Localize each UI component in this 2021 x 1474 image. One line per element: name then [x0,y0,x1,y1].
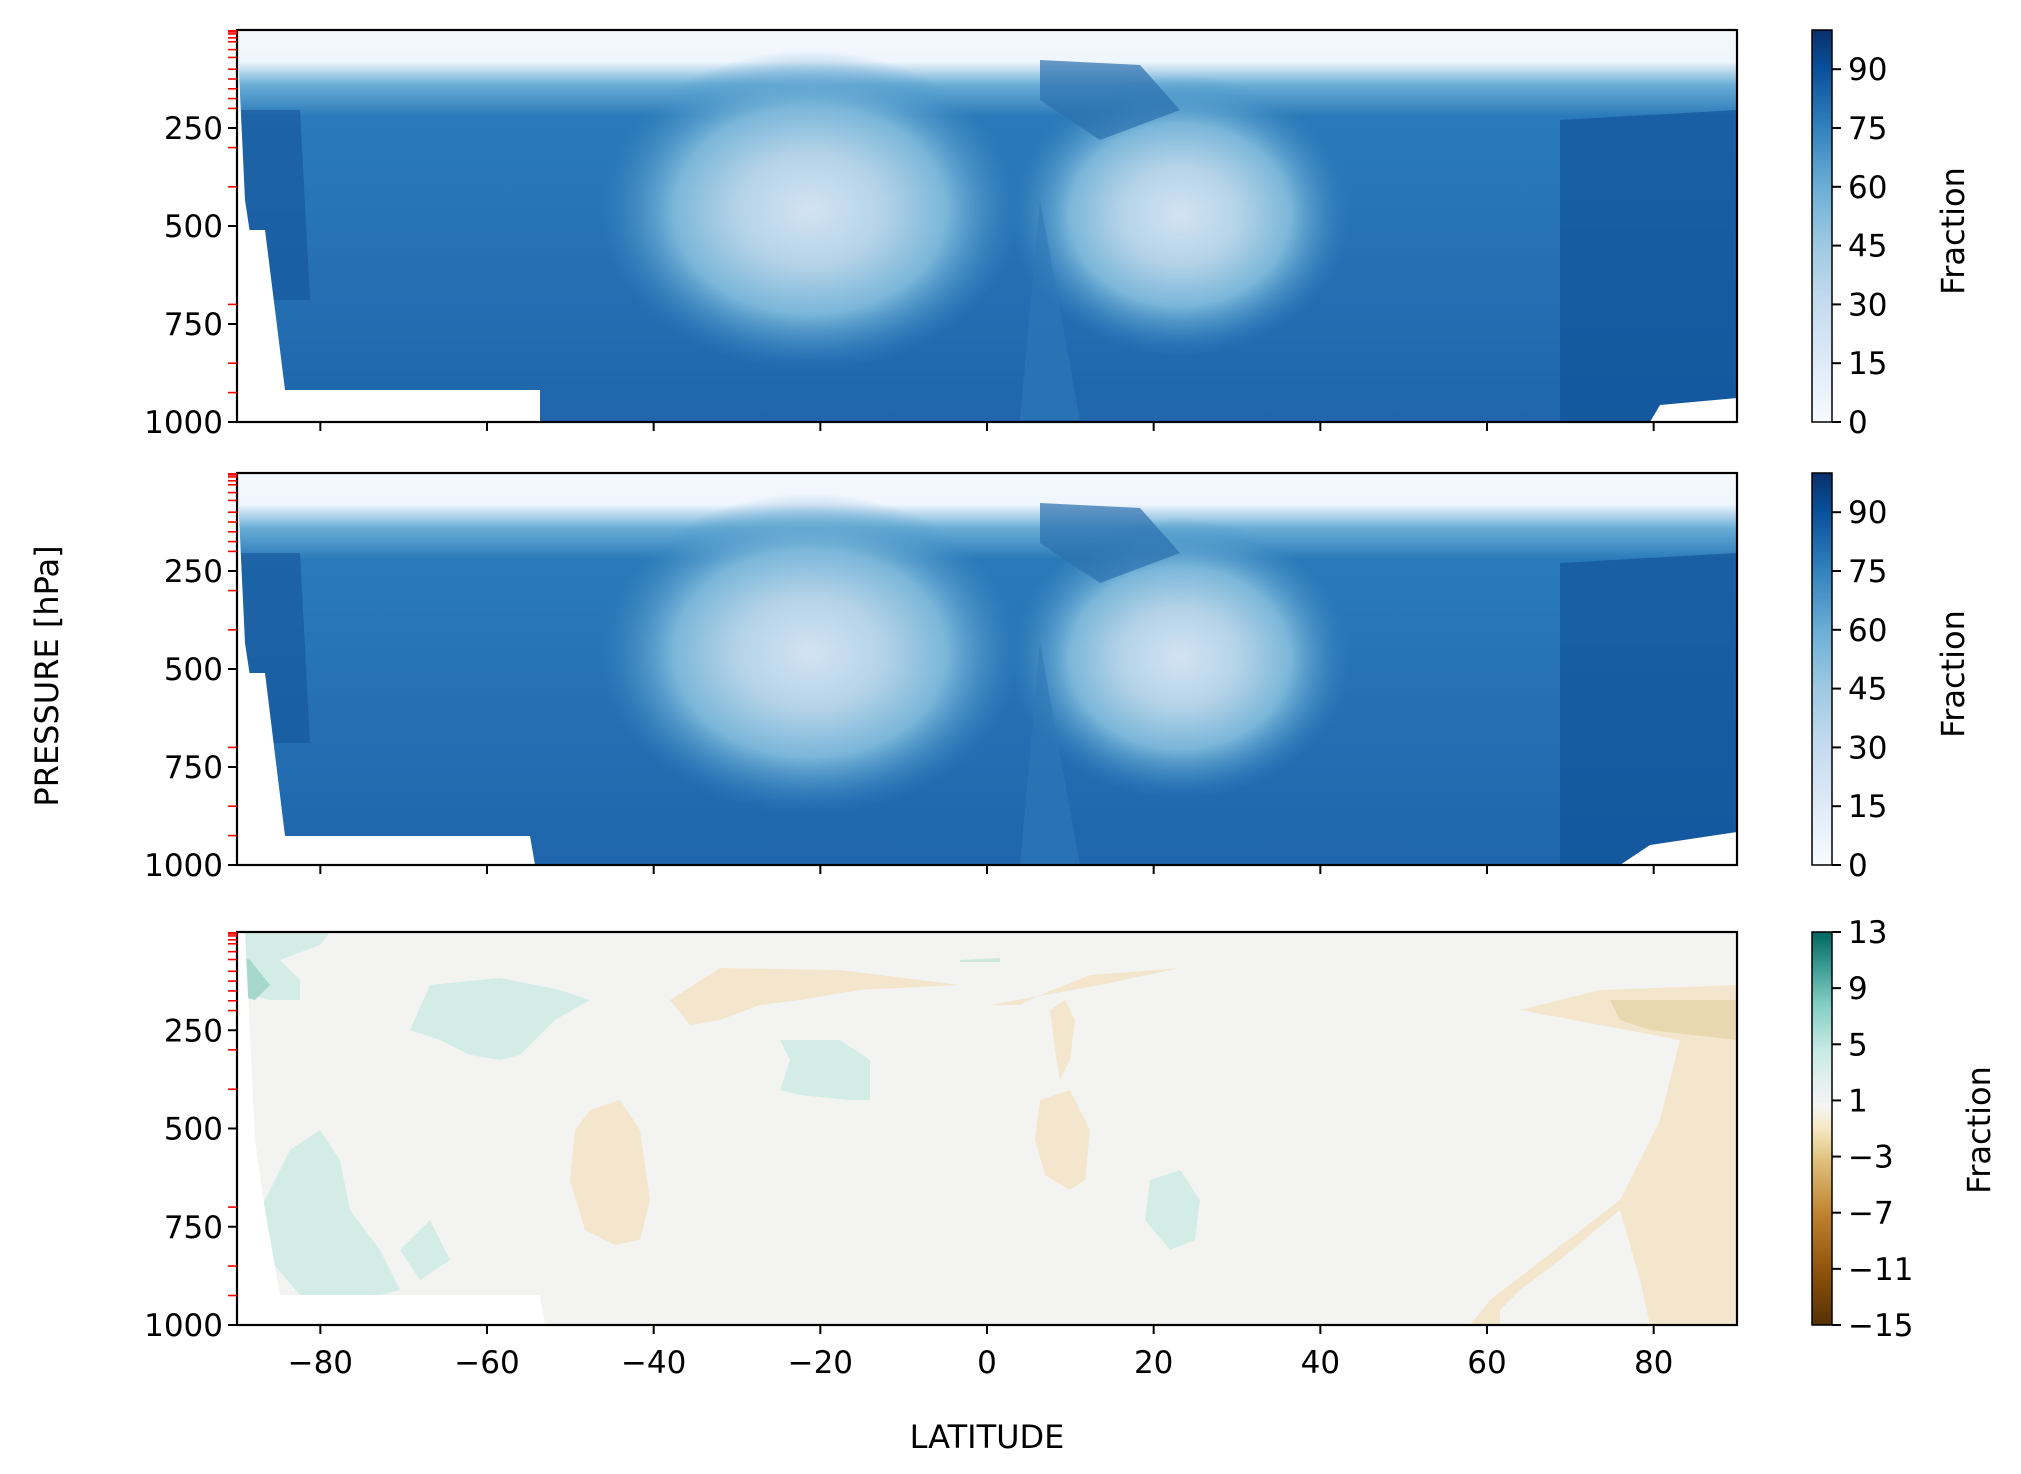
panel-2-x-ticks [319,865,1655,874]
panel-3: −80 −60 −40 −20 0 20 40 60 80 250 500 750 1000 13 9 5… [144,915,1998,1381]
panel-2-y-ticks: 250 500 750 1000 [144,472,237,884]
y-tick-label: 750 [164,750,223,786]
y-tick-label: 250 [164,554,223,590]
colorbar-tick-label: 0 [1848,848,1868,884]
y-tick-label: 1000 [144,848,223,884]
colorbar-3 [1811,931,1833,1326]
colorbar-tick-label: −3 [1848,1140,1894,1176]
y-tick-label: 750 [164,307,223,343]
x-tick-label: 60 [1467,1345,1506,1381]
colorbar-tick-label: 1 [1848,1083,1868,1119]
y-tick-label: 1000 [144,1308,223,1344]
colorbar-3-label: Fraction [1960,1066,1998,1194]
colorbar-tick-label: 75 [1848,111,1887,147]
y-tick-label: 750 [164,1210,223,1246]
colorbar-1-label: Fraction [1934,167,1972,295]
colorbar-tick-label: 13 [1848,915,1887,951]
colorbar-2 [1811,472,1833,866]
colorbar-tick-label: 90 [1848,52,1887,88]
x-tick-label: 80 [1634,1345,1673,1381]
colorbar-tick-label: −15 [1848,1308,1913,1344]
colorbar-tick-label: 90 [1848,495,1887,531]
colorbar-tick-label: 15 [1848,789,1887,825]
colorbar-3-ticks: 13 9 5 1 −3 −7 −11 −15 [1832,915,1913,1344]
colorbar-tick-label: 30 [1848,287,1887,323]
x-tick-label: 20 [1134,1345,1173,1381]
colorbar-1 [1811,29,1833,423]
x-tick-label: 40 [1301,1345,1340,1381]
y-tick-label: 250 [164,111,223,147]
x-tick-label: 0 [977,1345,997,1381]
panel-3-x-ticks: −80 −60 −40 −20 0 20 40 60 80 [288,1325,1673,1381]
colorbar-tick-label: 5 [1848,1027,1868,1063]
colorbar-1-ticks: 0 15 30 45 60 75 90 [1832,52,1887,441]
y-tick-label: 500 [164,652,223,688]
colorbar-tick-label: 60 [1848,170,1887,206]
y-tick-label: 500 [164,1112,223,1148]
panel-1-y-ticks: 250 500 750 1000 [144,29,237,441]
panel-2-contour-field [237,473,1737,865]
y-tick-label: 1000 [144,405,223,441]
panel-1-contour-field [237,30,1737,422]
colorbar-2-label: Fraction [1934,610,1972,738]
x-tick-label: −80 [288,1345,353,1381]
panel-3-contour-field [237,932,1737,1325]
colorbar-tick-label: 75 [1848,554,1887,590]
panel-3-y-ticks: 250 500 750 1000 [144,931,237,1344]
x-tick-label: −20 [788,1345,853,1381]
colorbar-tick-label: 15 [1848,346,1887,382]
panel-1: 250 500 750 1000 0 15 30 45 60 75 90 Fraction [144,28,1972,441]
y-tick-label: 500 [164,209,223,245]
colorbar-tick-label: 0 [1848,405,1868,441]
colorbar-tick-label: 45 [1848,672,1887,708]
colorbar-tick-label: 45 [1848,229,1887,265]
x-axis-label: LATITUDE [910,1418,1065,1456]
colorbar-tick-label: −7 [1848,1196,1894,1232]
y-axis-label: PRESSURE [hPa] [28,545,66,806]
colorbar-tick-label: −11 [1848,1252,1913,1288]
panel-2: 250 500 750 1000 0 15 30 45 60 75 90 Fraction [144,471,1972,884]
panel-1-x-ticks [319,422,1655,431]
colorbar-tick-label: 30 [1848,730,1887,766]
x-tick-label: −40 [621,1345,686,1381]
colorbar-tick-label: 9 [1848,971,1868,1007]
y-tick-label: 250 [164,1013,223,1049]
colorbar-tick-label: 60 [1848,613,1887,649]
colorbar-2-ticks: 0 15 30 45 60 75 90 [1832,495,1887,884]
x-tick-label: −60 [454,1345,519,1381]
